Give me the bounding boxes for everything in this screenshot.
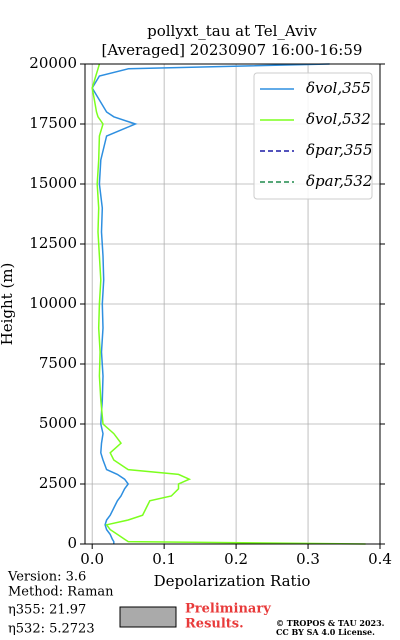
x-tick-label: 0.4 bbox=[368, 550, 392, 568]
chart-subtitle: [Averaged] 20230907 16:00-16:59 bbox=[102, 41, 363, 59]
y-axis-label: Height (m) bbox=[0, 263, 16, 346]
legend-box bbox=[253, 72, 373, 200]
cc-logo bbox=[119, 606, 177, 628]
profile-line bbox=[91, 63, 330, 544]
y-tick-label: 2500 bbox=[39, 474, 77, 492]
preliminary: Preliminary bbox=[185, 602, 271, 617]
y-tick-label: 15000 bbox=[29, 174, 77, 192]
legend-label: δpar,355 bbox=[306, 141, 373, 159]
eta355: η355: 21.97 bbox=[8, 603, 86, 618]
y-tick-label: 17500 bbox=[29, 114, 77, 132]
legend-label: δpar,532 bbox=[306, 172, 373, 190]
x-tick-label: 0.1 bbox=[152, 550, 176, 568]
eta532: η532: 5.2723 bbox=[8, 622, 95, 637]
profile-line bbox=[91, 63, 366, 545]
results: Results. bbox=[185, 617, 244, 632]
legend-label: δvol,532 bbox=[306, 110, 371, 128]
copyright: © TROPOS & TAU 2023. bbox=[276, 618, 385, 628]
x-tick-label: 0.3 bbox=[296, 550, 320, 568]
y-tick-label: 5000 bbox=[39, 414, 77, 432]
y-tick-label: 20000 bbox=[29, 54, 77, 72]
plot-frame bbox=[84, 63, 381, 545]
y-tick-label: 7500 bbox=[39, 354, 77, 372]
license: CC BY SA 4.0 License. bbox=[276, 627, 375, 637]
x-tick-label: 0.2 bbox=[224, 550, 248, 568]
y-tick-label: 0 bbox=[67, 534, 77, 552]
y-tick-label: 10000 bbox=[29, 294, 77, 312]
chart-title: pollyxt_tau at Tel_Aviv bbox=[147, 22, 317, 40]
x-tick-label: 0.0 bbox=[80, 550, 104, 568]
method: Method: Raman bbox=[8, 585, 114, 600]
y-tick-label: 12500 bbox=[29, 234, 77, 252]
legend-label: δvol,355 bbox=[306, 79, 371, 97]
version: Version: 3.6 bbox=[7, 570, 86, 585]
x-axis-label: Depolarization Ratio bbox=[154, 572, 311, 590]
